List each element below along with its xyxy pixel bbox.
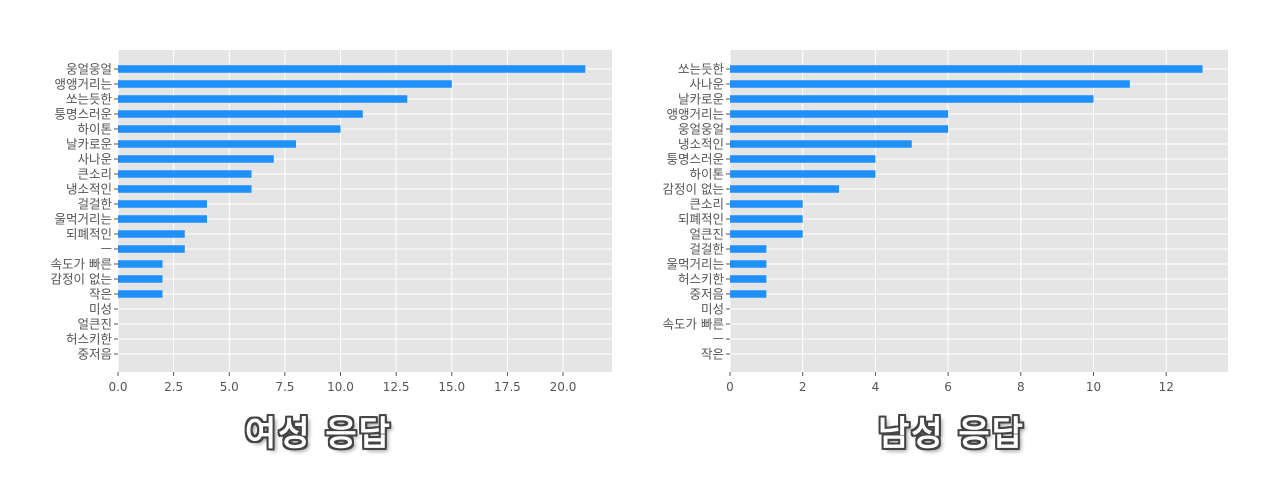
male-category-label: 얼큰진 <box>689 227 724 242</box>
male-response-caption: 남성 응답 <box>878 414 1025 454</box>
male-category-label: 중저음 <box>689 287 724 302</box>
male-bar <box>730 245 767 253</box>
male-xtick-label: 8 <box>1017 380 1025 394</box>
male-bar <box>730 125 949 133</box>
male-xtick-label: 12 <box>1159 380 1174 394</box>
female-category-label: 쏘는듯한 <box>66 92 113 107</box>
female-xtick-label: 5.0 <box>220 380 239 394</box>
male-category-label: 울먹거리는 <box>666 257 724 272</box>
female-bar <box>118 245 185 253</box>
male-plot-area <box>730 50 1228 372</box>
male-bar <box>730 260 767 268</box>
female-category-label: ㅡ <box>100 242 112 257</box>
female-plot-area <box>118 50 612 372</box>
female-bar <box>118 215 208 223</box>
male-xtick-label: 2 <box>799 380 807 394</box>
female-bar <box>118 230 185 238</box>
male-category-label: 큰소리 <box>689 197 724 212</box>
male-category-label: ㅡ <box>712 332 724 347</box>
female-category-label: 허스키한 <box>66 332 113 347</box>
female-bar <box>118 95 408 103</box>
female-category-label: 작은 <box>89 287 112 302</box>
female-xtick-label: 17.5 <box>494 380 521 394</box>
female-category-label: 울먹거리는 <box>54 212 112 227</box>
male-bar <box>730 215 803 223</box>
female-xtick-label: 20.0 <box>550 380 577 394</box>
male-category-label: 앵앵거리는 <box>666 107 724 122</box>
female-bar <box>118 140 297 148</box>
female-bar <box>118 65 586 73</box>
female-xtick-label: 12.5 <box>383 380 410 394</box>
male-xtick-label: 0 <box>726 380 734 394</box>
male-category-label: 사나운 <box>689 77 724 92</box>
female-bar <box>118 275 163 283</box>
female-bar <box>118 290 163 298</box>
female-xtick-label: 7.5 <box>275 380 294 394</box>
male-category-label: 냉소적인 <box>678 137 724 152</box>
male-xtick-label: 4 <box>872 380 880 394</box>
male-category-label: 쏘는듯한 <box>678 62 725 77</box>
female-xtick-label: 0.0 <box>108 380 127 394</box>
female-bar <box>118 170 252 178</box>
female-category-label: 중저음 <box>77 347 112 362</box>
female-category-label: 걸걸한 <box>77 197 112 212</box>
female-category-label: 웅얼웅얼 <box>66 62 112 77</box>
female-xtick-label: 2.5 <box>164 380 183 394</box>
male-category-label: 허스키한 <box>678 272 725 287</box>
male-bar <box>730 80 1130 88</box>
female-category-label: 속도가 빠른 <box>51 257 112 272</box>
female-category-label: 미성 <box>89 302 112 317</box>
male-bar <box>730 155 876 163</box>
male-category-label: 날카로운 <box>678 92 724 107</box>
male-category-label: 작은 <box>701 347 724 362</box>
male-category-label: 퉁명스러운 <box>666 152 724 167</box>
female-category-label: 감정이 없는 <box>51 272 112 287</box>
male-xtick-label: 6 <box>944 380 952 394</box>
male-bar <box>730 185 840 193</box>
male-category-label: 되폐적인 <box>678 212 724 227</box>
female-category-label: 큰소리 <box>77 167 112 182</box>
female-category-label: 사나운 <box>77 152 112 167</box>
female-chart: 웅얼웅얼앵앵거리는쏘는듯한퉁명스러운하이톤날카로운사나운큰소리냉소적인걸걸한울먹… <box>51 50 612 394</box>
male-category-label: 하이톤 <box>689 167 724 182</box>
female-xtick-label: 10.0 <box>327 380 354 394</box>
male-bar <box>730 290 767 298</box>
female-category-label: 되폐적인 <box>66 227 112 242</box>
male-bar <box>730 95 1094 103</box>
female-bar <box>118 260 163 268</box>
male-category-label: 감정이 없는 <box>663 182 724 197</box>
female-category-label: 얼큰진 <box>77 317 112 332</box>
male-category-label: 웅얼웅얼 <box>678 122 724 137</box>
male-category-label: 걸걸한 <box>689 242 724 257</box>
female-response-caption: 여성 응답 <box>245 414 392 454</box>
male-category-label: 미성 <box>701 302 724 317</box>
male-bar <box>730 140 912 148</box>
male-bar <box>730 275 767 283</box>
male-bar <box>730 65 1203 73</box>
male-bar <box>730 200 803 208</box>
female-category-label: 냉소적인 <box>66 182 112 197</box>
female-bar <box>118 200 208 208</box>
female-bar <box>118 185 252 193</box>
female-bar <box>118 80 452 88</box>
female-bar <box>118 125 341 133</box>
male-xtick-label: 10 <box>1086 380 1101 394</box>
female-bar <box>118 110 363 118</box>
female-bar <box>118 155 274 163</box>
female-category-label: 하이톤 <box>77 122 112 137</box>
female-category-label: 날카로운 <box>66 137 112 152</box>
male-bar <box>730 110 949 118</box>
male-category-label: 속도가 빠른 <box>663 317 724 332</box>
female-category-label: 앵앵거리는 <box>54 77 112 92</box>
male-bar <box>730 230 803 238</box>
male-bar <box>730 170 876 178</box>
female-xtick-label: 15.0 <box>438 380 465 394</box>
female-category-label: 퉁명스러운 <box>54 107 112 122</box>
